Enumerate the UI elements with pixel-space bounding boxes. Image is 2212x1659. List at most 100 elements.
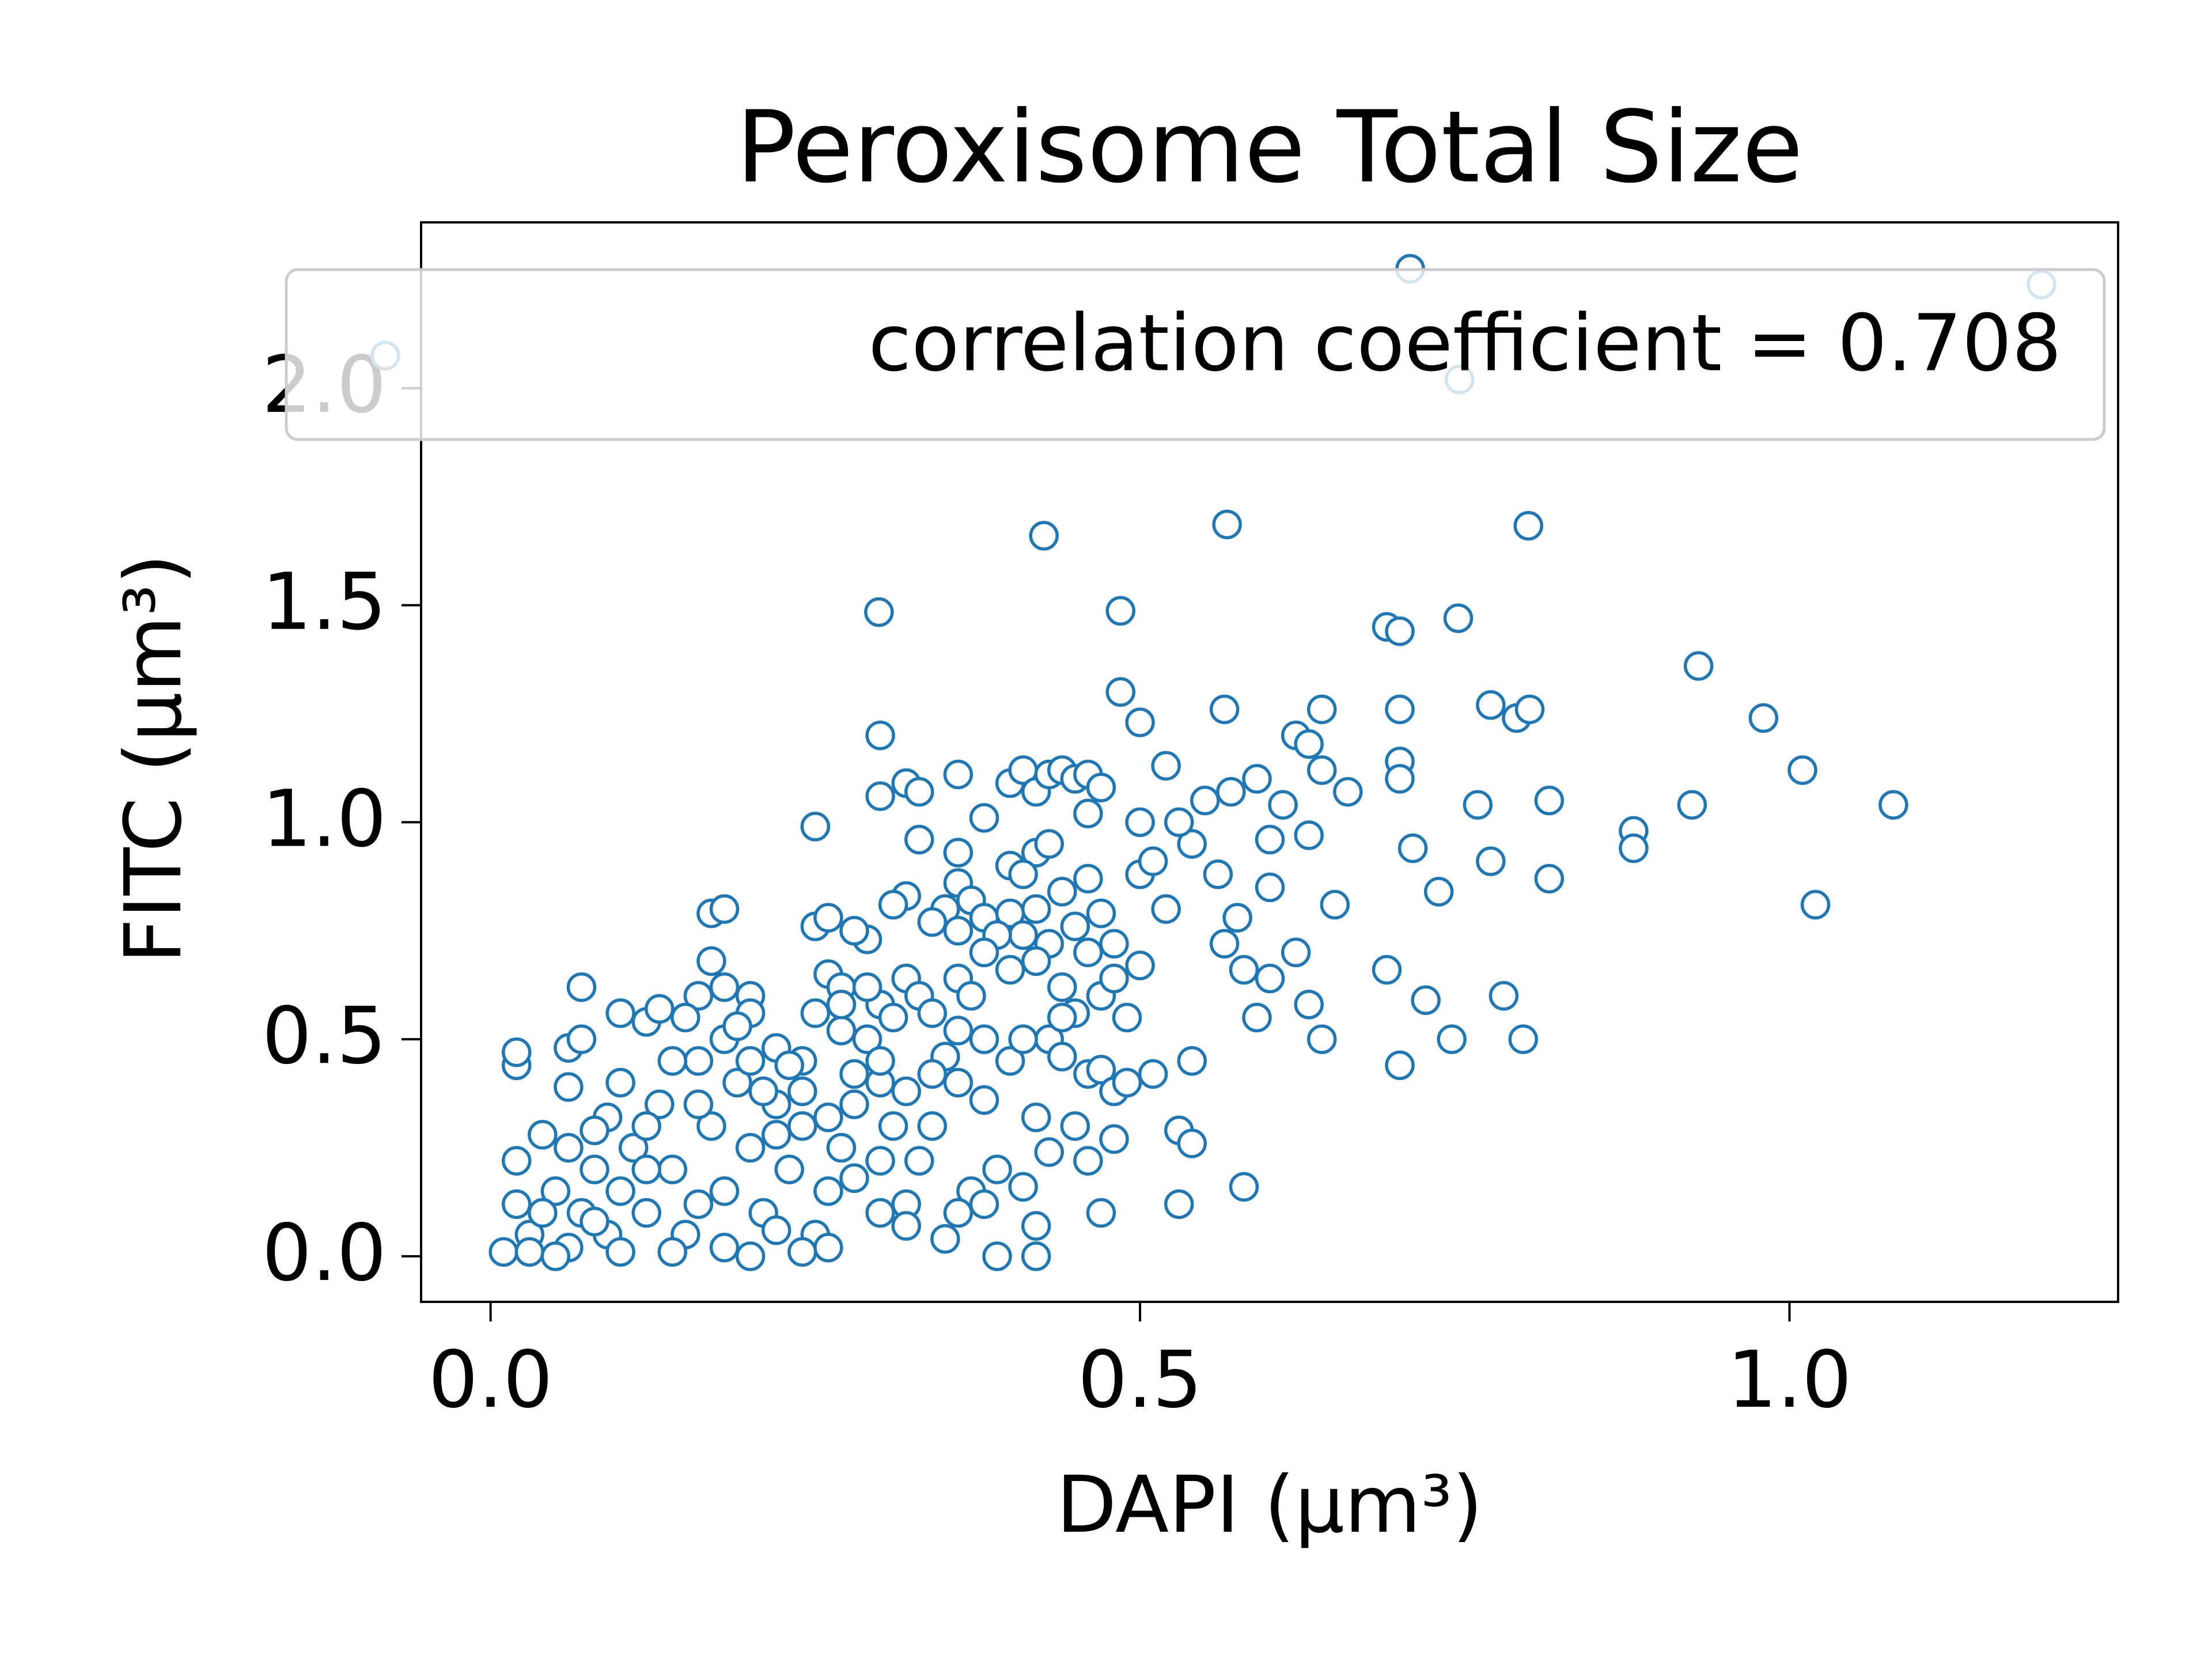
scatter-point (917, 998, 948, 1028)
scatter-point (709, 972, 740, 1002)
scatter-point (826, 1132, 857, 1163)
legend-box (285, 268, 2106, 441)
scatter-point (1190, 785, 1220, 816)
scatter-point (1060, 911, 1090, 941)
scatter-point (800, 998, 831, 1028)
scatter-point (1216, 777, 1246, 807)
scatter-point (1800, 889, 1831, 920)
scatter-point (813, 1233, 843, 1263)
scatter-point (864, 597, 894, 627)
scatter-point (943, 1016, 974, 1046)
scatter-point (1099, 1124, 1129, 1154)
scatter-point (891, 1211, 921, 1241)
scatter-point (748, 1076, 778, 1107)
scatter-point (1086, 1198, 1116, 1228)
scatter-point (1534, 863, 1565, 894)
scatter-point (645, 994, 675, 1024)
scatter-point (657, 1237, 688, 1267)
scatter-point (1034, 1137, 1064, 1167)
scatter-point (878, 1111, 908, 1141)
scatter-point (735, 1046, 766, 1076)
chart-title: Peroxisome Total Size (736, 89, 1803, 205)
scatter-point (1086, 1055, 1116, 1085)
scatter-point (1411, 985, 1441, 1016)
scatter-point (1021, 1103, 1051, 1132)
scatter-point (1151, 894, 1181, 924)
scatter-point (1125, 807, 1155, 838)
scatter-point (566, 1024, 597, 1054)
scatter-point (605, 998, 635, 1028)
scatter-point (813, 1103, 843, 1132)
scatter-point (709, 894, 740, 924)
scatter-point (1488, 981, 1519, 1011)
scatter-point (528, 1198, 558, 1228)
scatter-point (1060, 1111, 1090, 1141)
scatter-point (774, 1050, 805, 1081)
scatter-point (904, 824, 934, 855)
scatter-point (787, 1237, 817, 1267)
scatter-point (735, 1241, 766, 1271)
scatter-point (1514, 694, 1545, 725)
scatter-point (1255, 824, 1285, 855)
scatter-point (865, 720, 895, 751)
scatter-point (865, 1198, 895, 1228)
scatter-point (839, 1089, 869, 1119)
scatter-point (904, 1146, 934, 1176)
scatter-point (501, 1189, 532, 1219)
scatter-point (917, 907, 948, 937)
scatter-point (878, 1002, 908, 1033)
scatter-point (969, 803, 999, 833)
scatter-point (761, 1215, 791, 1245)
y-tick-label: 0.5 (262, 991, 387, 1082)
scatter-point (1073, 1146, 1103, 1176)
scatter-point (1508, 1024, 1539, 1054)
scatter-point (982, 1154, 1012, 1184)
scatter-point (826, 1016, 857, 1046)
scatter-point (1423, 877, 1454, 907)
scatter-point (1476, 690, 1506, 720)
scatter-point (917, 1059, 948, 1089)
scatter-point (1021, 946, 1051, 976)
scatter-point (631, 1111, 661, 1141)
scatter-point (1255, 963, 1285, 994)
scatter-point (1177, 1128, 1207, 1158)
scatter-point (1029, 521, 1059, 551)
scatter-point (1619, 833, 1649, 863)
scatter-point (1034, 829, 1064, 859)
scatter-point (865, 1146, 895, 1176)
scatter-point (1177, 1046, 1207, 1076)
scatter-point (917, 1111, 948, 1141)
scatter-point (579, 1115, 609, 1146)
scatter-point (645, 1089, 675, 1119)
scatter-point (813, 1176, 843, 1206)
x-axis-label: DAPI (μm³) (1056, 1460, 1483, 1551)
scatter-point (1385, 616, 1415, 646)
scatter-point (1534, 785, 1565, 816)
scatter-point (1008, 920, 1038, 950)
scatter-point (1437, 1024, 1467, 1054)
scatter-point (1047, 877, 1077, 907)
scatter-point (579, 1154, 609, 1184)
scatter-point (1294, 729, 1324, 759)
scatter-point (1021, 1211, 1051, 1241)
scatter-point (969, 1085, 999, 1115)
scatter-point (943, 759, 974, 790)
scatter-point (1878, 790, 1908, 820)
scatter-point (1164, 1189, 1194, 1219)
scatter-point (969, 1189, 999, 1219)
scatter-point (1047, 972, 1077, 1002)
scatter-point (657, 1154, 688, 1184)
scatter-point (1385, 1050, 1415, 1081)
scatter-point (930, 1224, 960, 1254)
scatter-point (943, 915, 974, 946)
scatter-point (1255, 872, 1285, 903)
scatter-point (1073, 863, 1103, 894)
scatter-point (1476, 846, 1506, 876)
scatter-point (1021, 1241, 1051, 1271)
scatter-point (943, 1198, 974, 1228)
scatter-point (683, 1189, 714, 1219)
y-tick-label: 1.5 (262, 557, 387, 648)
scatter-point (969, 1024, 999, 1054)
scatter-point (1105, 596, 1136, 626)
